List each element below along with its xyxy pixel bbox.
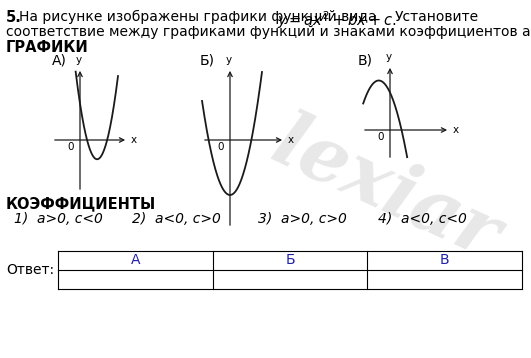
Text: Ответ:: Ответ:	[6, 263, 54, 277]
Text: 3)  a>0, c>0: 3) a>0, c>0	[258, 212, 347, 226]
Text: На рисунке изображены графики функций вида: На рисунке изображены графики функций ви…	[19, 10, 376, 24]
Text: А): А)	[52, 54, 67, 68]
Text: Б: Б	[285, 253, 295, 267]
Text: ГРАФИКИ: ГРАФИКИ	[6, 40, 89, 55]
Text: КОЭФФИЦИЕНТЫ: КОЭФФИЦИЕНТЫ	[6, 196, 156, 211]
Text: x: x	[131, 135, 137, 145]
Text: 0: 0	[218, 142, 224, 152]
Text: Установите: Установите	[395, 10, 479, 24]
Text: y: y	[76, 55, 82, 65]
Text: 0: 0	[378, 132, 384, 142]
Text: lexiar: lexiar	[260, 105, 510, 275]
Text: x: x	[453, 125, 459, 135]
Text: 4)  a<0, c<0: 4) a<0, c<0	[378, 212, 467, 226]
Text: А: А	[131, 253, 140, 267]
Text: 0: 0	[67, 142, 74, 152]
Text: y: y	[386, 52, 392, 62]
Text: 5.: 5.	[6, 10, 22, 25]
Text: $y = ax^2 + bx + c.$: $y = ax^2 + bx + c.$	[277, 9, 396, 31]
Text: В: В	[440, 253, 449, 267]
Text: Б): Б)	[200, 54, 215, 68]
Text: соответствие между графиками функций и знаками коэффициентов а и с.: соответствие между графиками функций и з…	[6, 25, 531, 39]
Text: x: x	[288, 135, 294, 145]
Text: 2)  a<0, c>0: 2) a<0, c>0	[132, 212, 221, 226]
Text: В): В)	[358, 54, 373, 68]
Text: 1)  a>0, c<0: 1) a>0, c<0	[14, 212, 103, 226]
Text: y: y	[226, 55, 232, 65]
